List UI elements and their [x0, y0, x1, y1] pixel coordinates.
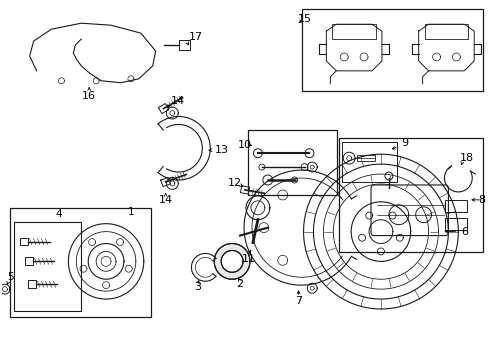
Bar	[14, 222, 81, 311]
Text: 15: 15	[297, 14, 311, 24]
Bar	[10, 208, 150, 317]
Bar	[339, 138, 482, 252]
Bar	[356, 155, 374, 161]
Text: 14: 14	[170, 96, 184, 105]
Text: 10: 10	[238, 140, 251, 150]
Text: 17: 17	[188, 32, 202, 42]
Text: 6: 6	[460, 226, 468, 237]
Text: 2: 2	[236, 279, 243, 289]
Text: 11: 11	[242, 255, 256, 264]
Bar	[28, 280, 36, 288]
Bar	[445, 200, 467, 212]
Text: 18: 18	[459, 153, 473, 163]
Bar	[332, 24, 375, 39]
Text: 8: 8	[477, 195, 484, 205]
Text: 5: 5	[7, 272, 14, 282]
Bar	[342, 142, 396, 182]
Text: 13: 13	[215, 145, 229, 155]
Text: 14: 14	[158, 195, 172, 205]
Text: 4: 4	[55, 209, 61, 219]
Bar	[301, 9, 482, 91]
Text: 1: 1	[127, 207, 134, 217]
Bar	[20, 238, 28, 246]
Text: 9: 9	[400, 138, 407, 148]
Bar	[178, 40, 190, 50]
Text: 12: 12	[228, 178, 242, 188]
Bar	[445, 218, 467, 230]
Text: 7: 7	[294, 296, 302, 306]
Text: 16: 16	[82, 91, 96, 101]
Bar	[25, 257, 33, 265]
Bar	[247, 130, 337, 195]
Polygon shape	[214, 243, 249, 279]
Bar	[424, 24, 468, 39]
Text: 3: 3	[193, 282, 201, 292]
